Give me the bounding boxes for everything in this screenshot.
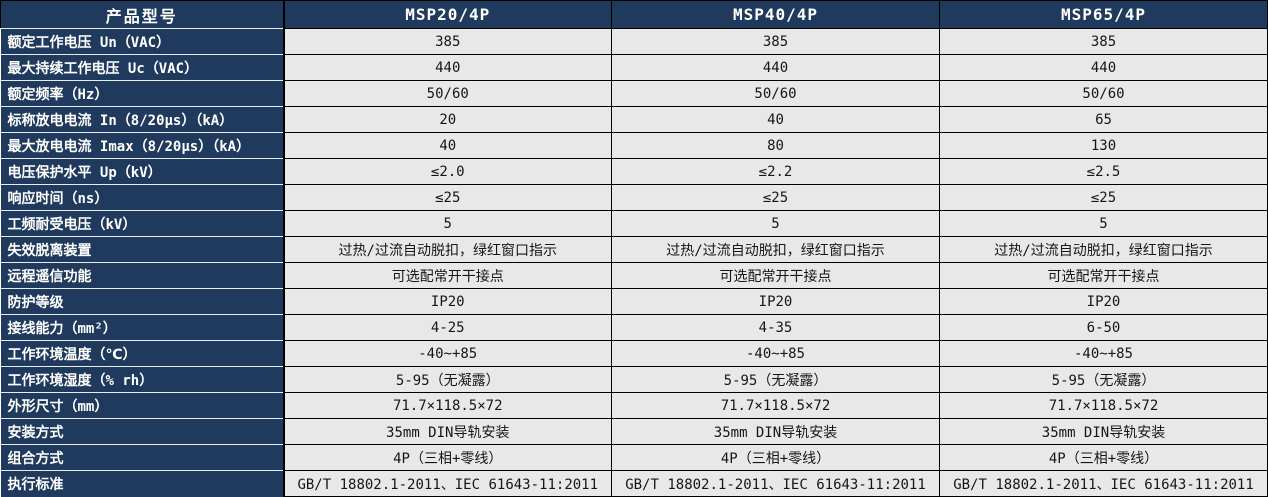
row-label: 远程遥信功能 bbox=[0, 262, 285, 289]
row-label: 标称放电电流 In（8/20μs）（kA） bbox=[0, 106, 285, 133]
row-label: 组合方式 bbox=[0, 444, 285, 471]
table-row: 电压保护水平 Up（kV） ≤2.0 ≤2.2 ≤2.5 bbox=[0, 158, 1268, 185]
table-row: 失效脱离装置 过热/过流自动脱扣，绿红窗口指示 过热/过流自动脱扣，绿红窗口指示 过热… bbox=[0, 236, 1268, 263]
spec-cell: 20 bbox=[283, 106, 612, 133]
spec-cell: IP20 bbox=[939, 288, 1268, 315]
spec-cell: 可选配常开干接点 bbox=[939, 262, 1268, 289]
row-label: 失效脱离装置 bbox=[0, 236, 285, 263]
row-label: 工作环境湿度（% rh） bbox=[0, 366, 285, 393]
spec-cell: ≤2.0 bbox=[283, 158, 612, 185]
spec-cell: 65 bbox=[939, 106, 1268, 133]
spec-cell: 440 bbox=[939, 54, 1268, 81]
header-model-msp20-4p: MSP20/4P bbox=[283, 0, 612, 29]
table-row: 远程遥信功能 可选配常开干接点 可选配常开干接点 可选配常开干接点 bbox=[0, 262, 1268, 289]
spec-cell: 4-35 bbox=[611, 314, 940, 341]
spec-cell: 4-25 bbox=[283, 314, 612, 341]
spec-cell: 5-95（无凝露） bbox=[283, 366, 612, 393]
spec-cell: 过热/过流自动脱扣，绿红窗口指示 bbox=[611, 236, 940, 263]
spec-cell: 35mm DIN导轨安装 bbox=[283, 418, 612, 445]
spec-cell: 385 bbox=[283, 28, 612, 55]
table-row: 工作环境湿度（% rh） 5-95（无凝露） 5-95（无凝露） 5-95（无凝露） bbox=[0, 366, 1268, 393]
spec-cell: 50/60 bbox=[283, 80, 612, 107]
spec-cell: 35mm DIN导轨安装 bbox=[611, 418, 940, 445]
spec-table-body: 额定工作电压 Un（VAC） 385 385 385 最大持续工作电压 Uc（VAC） 4… bbox=[0, 28, 1268, 497]
row-label: 执行标准 bbox=[0, 470, 285, 497]
table-row: 外形尺寸（mm） 71.7×118.5×72 71.7×118.5×72 71.7×1… bbox=[0, 392, 1268, 419]
row-label: 防护等级 bbox=[0, 288, 285, 315]
spec-cell: 71.7×118.5×72 bbox=[283, 392, 612, 419]
spec-cell: IP20 bbox=[611, 288, 940, 315]
spec-cell: 50/60 bbox=[939, 80, 1268, 107]
spec-cell: 5 bbox=[939, 210, 1268, 237]
row-label: 外形尺寸（mm） bbox=[0, 392, 285, 419]
spec-cell: GB/T 18802.1-2011、IEC 61643-11:2011 bbox=[611, 470, 940, 497]
table-row: 最大持续工作电压 Uc（VAC） 440 440 440 bbox=[0, 54, 1268, 81]
row-label: 工作环境温度（℃） bbox=[0, 340, 285, 367]
table-row: 安装方式 35mm DIN导轨安装 35mm DIN导轨安装 35mm DIN导轨安装 bbox=[0, 418, 1268, 445]
header-model-msp40-4p: MSP40/4P bbox=[611, 0, 940, 29]
row-label: 接线能力（mm²） bbox=[0, 314, 285, 341]
table-row: 工作环境温度（℃） -40~+85 -40~+85 -40~+85 bbox=[0, 340, 1268, 367]
spec-cell: 71.7×118.5×72 bbox=[611, 392, 940, 419]
spec-cell: 5 bbox=[283, 210, 612, 237]
row-label: 电压保护水平 Up（kV） bbox=[0, 158, 285, 185]
spec-cell: GB/T 18802.1-2011、IEC 61643-11:2011 bbox=[283, 470, 612, 497]
row-label: 额定频率（Hz） bbox=[0, 80, 285, 107]
row-label: 最大持续工作电压 Uc（VAC） bbox=[0, 54, 285, 81]
spec-cell: -40~+85 bbox=[283, 340, 612, 367]
table-row: 接线能力（mm²） 4-25 4-35 6-50 bbox=[0, 314, 1268, 341]
spec-cell: 385 bbox=[939, 28, 1268, 55]
spec-cell: 50/60 bbox=[611, 80, 940, 107]
row-label: 安装方式 bbox=[0, 418, 285, 445]
spec-cell: ≤25 bbox=[939, 184, 1268, 211]
spec-cell: IP20 bbox=[283, 288, 612, 315]
table-row: 额定工作电压 Un（VAC） 385 385 385 bbox=[0, 28, 1268, 55]
row-label: 最大放电电流 Imax（8/20μs）（kA） bbox=[0, 132, 285, 159]
spec-cell: 130 bbox=[939, 132, 1268, 159]
row-label: 工频耐受电压（kV） bbox=[0, 210, 285, 237]
spec-cell: 71.7×118.5×72 bbox=[939, 392, 1268, 419]
spec-cell: 过热/过流自动脱扣，绿红窗口指示 bbox=[283, 236, 612, 263]
spec-cell: 385 bbox=[611, 28, 940, 55]
table-row: 执行标准 GB/T 18802.1-2011、IEC 61643-11:2011 G… bbox=[0, 470, 1268, 497]
spec-cell: ≤2.5 bbox=[939, 158, 1268, 185]
spec-cell: 5-95（无凝露） bbox=[939, 366, 1268, 393]
spec-cell: -40~+85 bbox=[939, 340, 1268, 367]
table-row: 防护等级 IP20 IP20 IP20 bbox=[0, 288, 1268, 315]
table-row: 标称放电电流 In（8/20μs）（kA） 20 40 65 bbox=[0, 106, 1268, 133]
spec-cell: 440 bbox=[283, 54, 612, 81]
spec-cell: ≤25 bbox=[283, 184, 612, 211]
spec-cell: -40~+85 bbox=[611, 340, 940, 367]
header-product-model: 产品型号 bbox=[0, 0, 285, 29]
table-row: 额定频率（Hz） 50/60 50/60 50/60 bbox=[0, 80, 1268, 107]
spec-cell: 6-50 bbox=[939, 314, 1268, 341]
row-label: 响应时间（ns） bbox=[0, 184, 285, 211]
row-label: 额定工作电压 Un（VAC） bbox=[0, 28, 285, 55]
table-row: 工频耐受电压（kV） 5 5 5 bbox=[0, 210, 1268, 237]
header-row: 产品型号 MSP20/4P MSP40/4P MSP65/4P bbox=[0, 0, 1268, 29]
spec-cell: ≤2.2 bbox=[611, 158, 940, 185]
spec-cell: 5-95（无凝露） bbox=[611, 366, 940, 393]
spec-cell: ≤25 bbox=[611, 184, 940, 211]
table-row: 组合方式 4P（三相+零线） 4P（三相+零线） 4P（三相+零线） bbox=[0, 444, 1268, 471]
spec-cell: 440 bbox=[611, 54, 940, 81]
spec-cell: 5 bbox=[611, 210, 940, 237]
spec-cell: 过热/过流自动脱扣，绿红窗口指示 bbox=[939, 236, 1268, 263]
table-row: 响应时间（ns） ≤25 ≤25 ≤25 bbox=[0, 184, 1268, 211]
spec-cell: 4P（三相+零线） bbox=[939, 444, 1268, 471]
spec-cell: 35mm DIN导轨安装 bbox=[939, 418, 1268, 445]
spec-cell: 4P（三相+零线） bbox=[611, 444, 940, 471]
header-model-msp65-4p: MSP65/4P bbox=[939, 0, 1268, 29]
spec-cell: 可选配常开干接点 bbox=[283, 262, 612, 289]
spec-cell: 4P（三相+零线） bbox=[283, 444, 612, 471]
spec-cell: 40 bbox=[611, 106, 940, 133]
spec-cell: 40 bbox=[283, 132, 612, 159]
spec-cell: 80 bbox=[611, 132, 940, 159]
spec-cell: GB/T 18802.1-2011、IEC 61643-11:2011 bbox=[939, 470, 1268, 497]
table-row: 最大放电电流 Imax（8/20μs）（kA） 40 80 130 bbox=[0, 132, 1268, 159]
spec-cell: 可选配常开干接点 bbox=[611, 262, 940, 289]
